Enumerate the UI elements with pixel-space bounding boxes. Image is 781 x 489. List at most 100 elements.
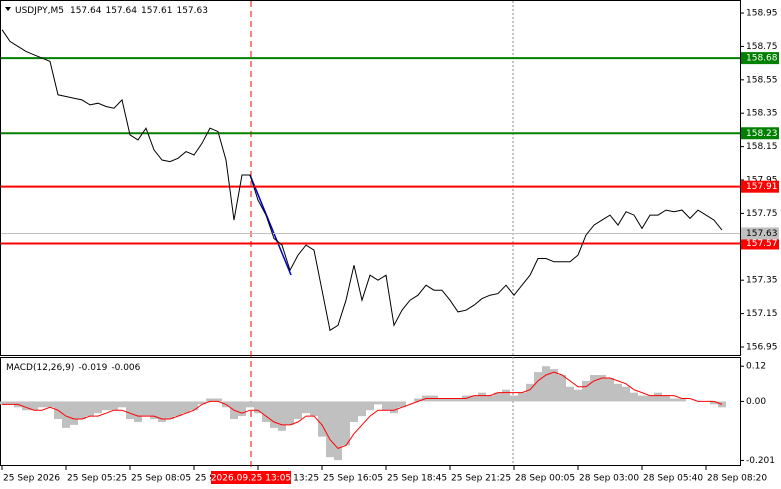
level-label-box: [741, 52, 779, 65]
high: 157.64: [105, 6, 137, 16]
y-tick-label: 157.15: [746, 309, 778, 319]
x-tick-label: 25 Sep 21:25: [451, 474, 511, 484]
x-tick-label: 25 Sep 05:25: [67, 474, 127, 484]
macd-bar: [198, 401, 206, 405]
x-tick-label: 25 Sep 08:05: [131, 474, 191, 484]
y-tick-label: 158.55: [746, 75, 778, 85]
macd-bar: [566, 386, 574, 402]
macd-bar: [6, 401, 14, 405]
macd-panel: [0, 357, 741, 466]
macd-bar: [118, 401, 126, 408]
macd-value: -0.019: [78, 363, 107, 373]
signal-line: [2, 371, 723, 449]
macd-bar: [662, 395, 670, 402]
macd-bar: [622, 386, 630, 402]
macd-bar: [158, 401, 166, 422]
macd-bar: [294, 401, 302, 420]
y-tick-label: 158.75: [746, 42, 778, 52]
close: 157.63: [176, 6, 208, 16]
macd-bar: [262, 401, 270, 422]
macd-bar: [182, 401, 190, 414]
macd-bar: [654, 392, 662, 402]
macd-bar: [590, 375, 598, 402]
level-label-box: [741, 127, 779, 140]
y-tick-label: 158.95: [746, 9, 778, 19]
macd-bar: [326, 401, 334, 458]
macd-bar: [478, 392, 486, 402]
macd-bar: [470, 395, 478, 402]
macd-bar: [646, 395, 654, 402]
macd-bar: [502, 389, 510, 402]
macd-bar: [398, 401, 406, 408]
macd-bar: [246, 401, 254, 408]
price-label-box: [741, 227, 779, 240]
macd-bar: [318, 401, 326, 437]
macd-bar: [278, 401, 286, 431]
macd-bar: [102, 401, 110, 411]
macd-bar: [678, 398, 686, 402]
x-tick-label: 25 Sep 2026: [3, 474, 60, 484]
macd-bar: [110, 401, 118, 411]
level-label-box: [741, 237, 779, 250]
y-tick-label: 158.35: [746, 109, 778, 119]
macd-bar: [254, 401, 262, 414]
y-tick-label: 156.95: [746, 342, 778, 352]
menu-arrow: [5, 7, 11, 11]
macd-bar: [574, 389, 582, 402]
macd-bar: [126, 401, 134, 420]
macd-bar: [414, 398, 422, 402]
macd-bar: [638, 395, 646, 402]
macd-bar: [518, 392, 526, 402]
macd-bar: [270, 401, 278, 428]
x-tick-label: 25 Sep 16:05: [323, 474, 383, 484]
level-label: 157.57: [746, 239, 778, 249]
macd-bar: [302, 401, 310, 414]
macd-bar: [86, 401, 94, 417]
plot-layer: 158.95158.75158.55158.35158.15157.95157.…: [0, 9, 779, 484]
macd-bar: [486, 395, 494, 402]
y-tick-label: 157.95: [746, 176, 778, 186]
macd-bar: [0, 401, 6, 405]
macd-bar: [606, 377, 614, 402]
macd-bar: [710, 401, 718, 405]
macd-bar: [142, 401, 150, 417]
x-tick-label: 28 Sep 03:00: [579, 474, 639, 484]
symbol-header: USDJPY,M5 157.64 157.64 157.61 157.63: [15, 6, 208, 16]
level-label: 157.91: [746, 182, 778, 192]
y-tick-label: 158.15: [746, 142, 778, 152]
macd-bar: [614, 383, 622, 402]
macd-bar: [214, 398, 222, 402]
price-line: [1, 29, 723, 332]
y-tick-label: -0.201: [746, 456, 775, 466]
macd-bar: [94, 401, 102, 414]
macd-bar: [30, 401, 38, 411]
macd-bar: [598, 375, 606, 402]
macd-bar: [526, 383, 534, 402]
macd-bar: [446, 398, 454, 402]
macd-bar: [190, 401, 198, 411]
macd-bar: [582, 380, 590, 402]
level-label: 158.68: [746, 54, 778, 64]
macd-bar: [510, 395, 518, 402]
macd-bar: [62, 401, 70, 428]
macd-bar: [358, 401, 366, 417]
x-tick-label: 25 Sep 18:45: [387, 474, 447, 484]
signal-value: -0.006: [111, 363, 140, 373]
level-label: 158.23: [746, 129, 778, 139]
macd-bar: [22, 401, 30, 411]
macd-bar: [558, 375, 566, 402]
macd-bar: [46, 401, 54, 408]
open: 157.64: [70, 6, 102, 16]
macd-header: MACD(12,26,9) -0.019 -0.006: [6, 363, 141, 373]
macd-bar: [166, 401, 174, 420]
x-tick-label: 28 Sep 08:20: [707, 474, 767, 484]
macd-bar: [310, 401, 318, 417]
macd-bar: [550, 369, 558, 402]
macd-bar: [134, 401, 142, 422]
macd-bar: [494, 392, 502, 402]
macd-bar: [206, 398, 214, 402]
macd-bar: [454, 398, 462, 402]
macd-bar: [366, 401, 374, 411]
macd-bar: [438, 398, 446, 402]
level-label-box: [741, 180, 779, 193]
